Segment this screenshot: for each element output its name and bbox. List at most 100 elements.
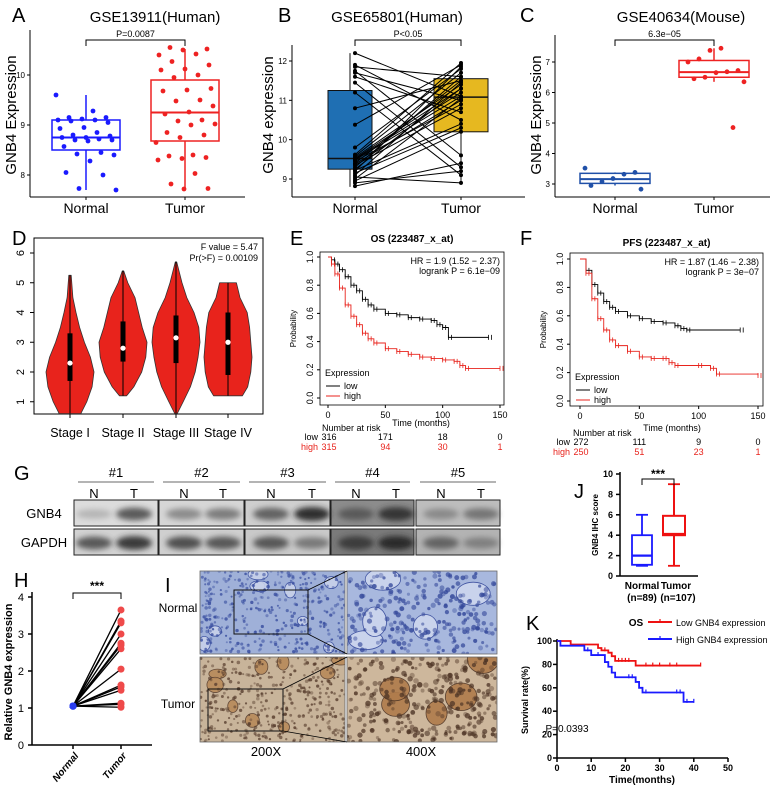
nucleus [489, 665, 494, 671]
blot-band [116, 536, 152, 550]
risk-value: 51 [634, 447, 644, 457]
data-point [203, 155, 209, 160]
data-point [177, 135, 183, 140]
data-point [74, 151, 80, 157]
data-point [76, 186, 82, 191]
nucleus [260, 708, 264, 712]
nucleus [391, 700, 396, 705]
nucleus [489, 622, 494, 627]
nucleus [256, 710, 260, 714]
p-value-label: P=0.0393 [545, 724, 589, 735]
data-point-tumor [459, 74, 463, 79]
data-point [205, 186, 211, 191]
nucleus [226, 728, 230, 731]
blot-band [205, 536, 241, 550]
x-tick-label: Normal [625, 581, 660, 592]
nucleus [315, 714, 320, 719]
nucleus [347, 638, 353, 644]
nucleus [351, 619, 356, 624]
x-axis-label: Time (months) [643, 423, 701, 433]
nucleus [239, 593, 243, 597]
risk-value: 315 [321, 442, 336, 452]
nucleus [333, 676, 336, 680]
nucleus [336, 731, 340, 735]
nucleus [422, 593, 427, 597]
lane-group-label: #3 [280, 465, 294, 480]
nucleus [406, 649, 410, 654]
nucleus [485, 644, 489, 648]
nucleus [437, 619, 442, 625]
nucleus [300, 623, 304, 626]
nucleus [358, 680, 364, 686]
nucleus [307, 726, 311, 730]
nucleus [410, 710, 416, 715]
nucleus [333, 692, 336, 695]
nucleus [347, 666, 352, 671]
nucleus [234, 578, 237, 581]
nucleus [445, 657, 450, 660]
nucleus [369, 719, 373, 724]
box-iqr [51, 119, 121, 151]
nucleus [411, 687, 417, 693]
nucleus [222, 663, 226, 667]
plot-frame [569, 252, 764, 407]
nucleus [481, 691, 486, 695]
nucleus [467, 721, 472, 726]
nucleus [289, 713, 293, 717]
nucleus [249, 705, 253, 709]
data-point [204, 46, 210, 52]
data-point [53, 92, 59, 98]
data-point [92, 117, 98, 123]
nucleus [230, 648, 233, 652]
data-point [59, 135, 65, 140]
nucleus [356, 673, 362, 679]
nucleus [275, 705, 279, 709]
nucleus [276, 604, 279, 607]
nucleus [377, 681, 383, 686]
nucleus [365, 700, 371, 707]
nucleus [205, 592, 208, 595]
nucleus [205, 629, 209, 634]
nucleus [478, 645, 484, 651]
gland [466, 657, 497, 674]
nucleus [396, 588, 400, 593]
nucleus [291, 626, 294, 630]
nucleus [205, 599, 208, 602]
nucleus [221, 666, 225, 669]
nucleus [361, 713, 366, 718]
gland [455, 581, 491, 606]
data-point-normal [353, 64, 357, 69]
nucleus [436, 630, 440, 634]
nucleus [220, 733, 225, 737]
nucleus [385, 586, 390, 591]
nucleus [200, 695, 203, 699]
blot-band [423, 536, 459, 550]
nucleus [309, 691, 314, 695]
nucleus [243, 736, 246, 740]
nucleus [300, 647, 304, 650]
nucleus [318, 695, 322, 699]
data-point [100, 172, 106, 178]
nucleus [483, 711, 487, 715]
nucleus [483, 595, 489, 600]
nucleus [235, 714, 238, 718]
nucleus [241, 584, 245, 588]
nucleus [448, 730, 452, 734]
nucleus [416, 702, 421, 707]
nucleus [252, 661, 255, 665]
y-tick-label: 11 [279, 96, 288, 105]
nucleus [455, 713, 460, 718]
nucleus [372, 680, 378, 687]
y-tick-label: 6 [546, 89, 551, 98]
data-point [66, 115, 72, 120]
nucleus [245, 736, 248, 739]
data-point-tumor [459, 129, 463, 134]
nucleus [334, 578, 338, 582]
nucleus [434, 638, 438, 643]
y-axis-label: GNB4 Expression [528, 55, 545, 174]
nucleus [441, 648, 445, 653]
nucleus [287, 642, 291, 645]
nucleus [463, 711, 468, 717]
paired-line [72, 689, 122, 707]
nucleus [390, 627, 395, 632]
